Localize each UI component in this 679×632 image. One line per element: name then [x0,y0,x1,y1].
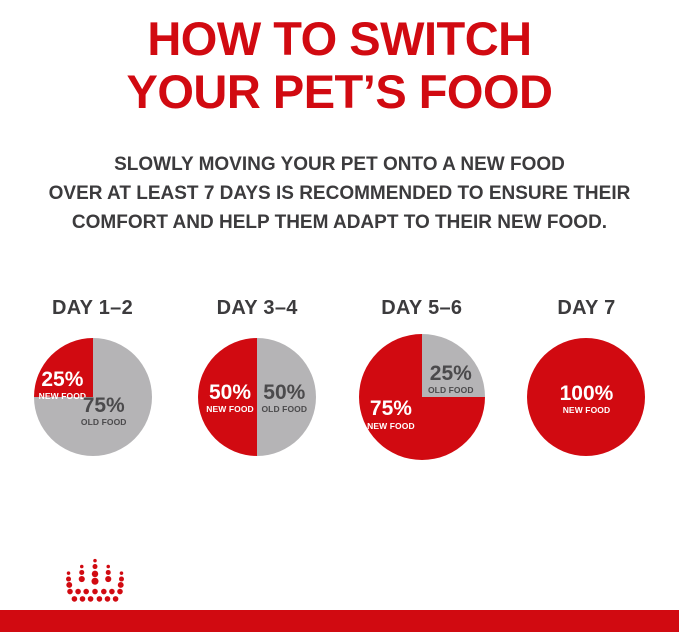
slice-percent: 50% [263,380,306,404]
slice-label-old-food: 50% OLD FOOD [257,380,311,415]
pie-chart-day-5-6: 25% OLD FOOD 75% NEW FOOD [358,334,485,461]
pie-chart-day-7: 100% NEW FOOD [527,338,646,457]
title-line-2: YOUR PET’S FOOD [126,65,554,119]
slice-food-label: OLD FOOD [80,416,127,427]
chart-group-day-5-6: DAY 5–6 25% OLD FOOD 75% NEW FOOD [346,297,498,461]
title-line-1: HOW TO SWITCH [147,12,532,65]
slice-food-label: OLD FOOD [427,385,474,396]
page-title: HOW TO SWITCH YOUR PET’S FOOD [0,12,679,118]
chart-group-day-7: DAY 7 100% NEW FOOD [510,297,662,460]
subtitle: SLOWLY MOVING YOUR PET ONTO A NEW FOOD O… [0,150,679,237]
slice-label-old-food: 25% OLD FOOD [423,363,478,396]
footer-red-band [0,610,679,632]
day-label-1-2: DAY 1–2 [51,297,134,320]
subtitle-line-1: SLOWLY MOVING YOUR PET ONTO A NEW FOOD [114,154,565,176]
slice-percent: 25% [429,362,472,386]
slice-label-new-food: 50% NEW FOOD [203,380,257,415]
pie-chart-day-1-2: 25% NEW FOOD 75% OLD FOOD [33,338,152,457]
slice-label-new-food: 75% NEW FOOD [361,398,420,431]
chart-group-day-1-2: DAY 1–2 25% NEW FOOD 75% OLD FOOD [17,297,169,460]
slice-food-label: NEW FOOD [367,420,415,431]
slice-label-old-food: 75% OLD FOOD [77,393,130,428]
slice-food-label: NEW FOOD [206,403,254,414]
slice-percent: 25% [41,367,84,391]
slice-percent: 75% [82,393,125,417]
pie-chart-row: DAY 1–2 25% NEW FOOD 75% OLD FOOD DAY 3–… [17,297,663,461]
day-label-3-4: DAY 3–4 [216,297,298,320]
slice-food-label: NEW FOOD [38,390,87,401]
chart-group-day-3-4: DAY 3–4 50% NEW FOOD 50% OLD FOOD [181,297,333,460]
day-label-5-6: DAY 5–6 [381,297,463,320]
subtitle-line-2: OVER AT LEAST 7 DAYS IS RECOMMENDED TO E… [48,183,631,205]
slice-percent: 100% [559,382,614,406]
slice-label-new-food: 25% NEW FOOD [35,367,90,402]
slice-percent: 50% [208,380,252,404]
slice-percent: 75% [369,397,412,421]
subtitle-line-3: COMFORT AND HELP THEM ADAPT TO THEIR NEW… [71,212,608,234]
slice-food-label: NEW FOOD [562,405,611,416]
page-header: HOW TO SWITCH YOUR PET’S FOOD SLOWLY MOV… [0,12,679,237]
pie-chart-day-3-4: 50% NEW FOOD 50% OLD FOOD [198,338,317,457]
day-label-7: DAY 7 [557,297,616,320]
slice-label-new-food: 100% NEW FOOD [527,382,645,416]
crown-dots-logo-icon [66,558,124,602]
slice-food-label: OLD FOOD [261,403,308,414]
